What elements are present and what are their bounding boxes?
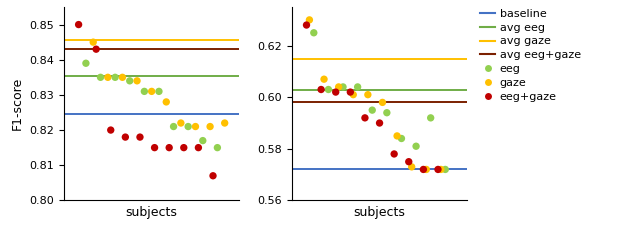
Point: [404, 160, 414, 164]
Point: [88, 40, 99, 44]
Point: [102, 75, 113, 79]
Point: [81, 61, 91, 65]
Point: [212, 146, 223, 150]
Point: [205, 125, 215, 128]
Point: [381, 111, 392, 115]
Point: [74, 23, 84, 26]
Point: [164, 146, 174, 150]
Point: [183, 125, 193, 128]
Point: [345, 90, 355, 94]
Y-axis label: F1-score: F1-score: [11, 77, 24, 130]
Point: [323, 88, 333, 91]
Point: [168, 125, 179, 128]
Point: [110, 75, 120, 79]
Point: [363, 93, 373, 96]
Point: [208, 174, 218, 178]
Point: [419, 168, 429, 171]
Point: [421, 168, 431, 171]
Point: [301, 23, 312, 27]
Point: [353, 85, 363, 89]
Point: [193, 146, 204, 150]
Point: [91, 47, 101, 51]
Point: [378, 100, 388, 104]
Point: [406, 165, 417, 169]
Point: [117, 75, 127, 79]
Point: [154, 89, 164, 93]
Point: [125, 79, 135, 83]
Point: [135, 135, 145, 139]
Point: [95, 75, 106, 79]
Point: [140, 89, 150, 93]
Legend: baseline, avg eeg, avg gaze, avg eeg+gaze, eeg, gaze, eeg+gaze: baseline, avg eeg, avg gaze, avg eeg+gaz…: [480, 9, 581, 102]
Point: [348, 93, 358, 96]
Point: [150, 146, 160, 150]
Point: [319, 77, 329, 81]
Point: [161, 100, 172, 104]
X-axis label: subjects: subjects: [125, 206, 177, 219]
Point: [308, 31, 319, 35]
Point: [120, 135, 131, 139]
Point: [426, 116, 436, 120]
Point: [304, 18, 314, 22]
Point: [338, 85, 348, 89]
Point: [440, 168, 451, 171]
Point: [220, 121, 230, 125]
Point: [132, 79, 142, 83]
Point: [392, 134, 402, 138]
Point: [374, 121, 385, 125]
Point: [147, 89, 157, 93]
Point: [360, 116, 370, 120]
Point: [106, 128, 116, 132]
Point: [176, 121, 186, 125]
Point: [198, 139, 208, 142]
Point: [179, 146, 189, 150]
Point: [333, 85, 344, 89]
Point: [396, 137, 406, 140]
Point: [436, 168, 446, 171]
X-axis label: subjects: subjects: [354, 206, 406, 219]
Point: [367, 108, 378, 112]
Point: [331, 90, 341, 94]
Point: [389, 152, 399, 156]
Point: [433, 168, 443, 171]
Point: [316, 88, 326, 91]
Point: [190, 125, 200, 128]
Point: [411, 144, 421, 148]
